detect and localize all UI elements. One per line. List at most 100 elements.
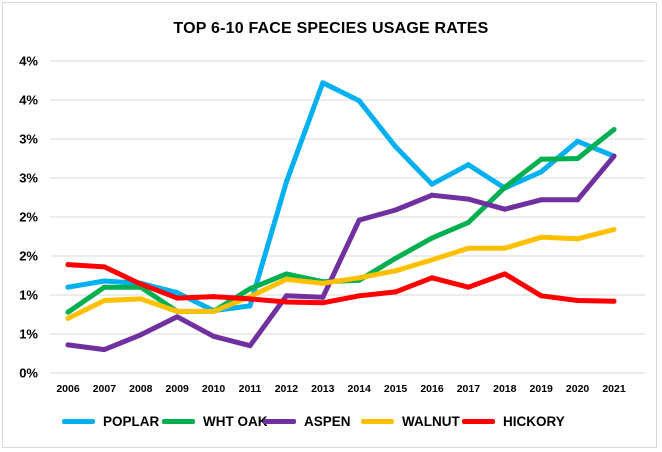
data-point — [429, 181, 435, 187]
x-tick-label: 2006 — [56, 383, 80, 395]
data-point — [611, 127, 617, 133]
legend-label: POPLAR — [103, 413, 160, 429]
chart-title: TOP 6-10 FACE SPECIES USAGE RATES — [173, 20, 489, 37]
series-line-walnut — [65, 227, 617, 321]
x-axis-ticks: 2006 2007 2008 2009 2010 2011 2012 2013 2014 2015… — [56, 383, 626, 395]
data-point — [575, 156, 581, 161]
data-point — [356, 275, 362, 281]
legend-swatch — [263, 418, 296, 424]
data-point — [356, 293, 362, 299]
data-point — [465, 162, 471, 168]
data-point — [174, 290, 180, 296]
data-point — [247, 296, 253, 302]
data-point — [174, 308, 180, 314]
data-point — [611, 153, 617, 159]
data-point — [283, 179, 289, 185]
legend-item: WHT OAK — [162, 411, 268, 431]
data-point — [465, 196, 471, 202]
legend-label: WALNUT — [402, 413, 460, 429]
data-point — [211, 294, 217, 300]
data-point — [393, 144, 399, 150]
data-point — [393, 207, 399, 213]
y-tick-label: 4% — [19, 54, 38, 69]
data-point — [283, 299, 289, 305]
y-tick-label: 3% — [19, 132, 38, 147]
data-point — [502, 245, 508, 251]
data-point — [101, 347, 107, 353]
data-point — [283, 293, 289, 299]
legend-label: WHT OAK — [203, 413, 268, 429]
x-tick-label: 2017 — [457, 383, 481, 395]
data-point — [101, 264, 107, 270]
x-tick-label: 2020 — [566, 383, 590, 395]
data-point — [429, 275, 435, 281]
data-point — [429, 257, 435, 263]
data-point — [138, 332, 144, 338]
y-tick-label: 1% — [19, 288, 38, 303]
y-tick-label: 2% — [19, 249, 38, 264]
chart-frame — [2, 2, 657, 448]
data-point — [101, 284, 107, 290]
data-point — [538, 234, 544, 240]
data-point — [283, 276, 289, 282]
data-point — [65, 315, 71, 321]
legend-item: POPLAR — [62, 411, 159, 431]
x-tick-label: 2021 — [602, 383, 626, 395]
x-tick-label: 2014 — [348, 383, 372, 395]
data-point — [211, 333, 217, 339]
data-point — [320, 294, 326, 300]
legend-item: WALNUT — [361, 411, 460, 431]
data-point — [393, 255, 399, 261]
data-point — [538, 293, 544, 299]
data-point — [538, 169, 544, 175]
y-tick-label: 2% — [19, 210, 38, 225]
data-point — [429, 235, 435, 241]
data-point — [138, 281, 144, 287]
legend-label: ASPEN — [304, 413, 351, 429]
data-point — [320, 80, 326, 86]
y-tick-label: 4% — [19, 93, 38, 108]
series-lines — [65, 80, 617, 353]
data-point — [247, 286, 253, 292]
data-point — [429, 192, 435, 198]
series-line-poplar — [65, 80, 617, 314]
data-point — [65, 309, 71, 315]
x-tick-label: 2013 — [311, 383, 335, 395]
legend-swatch — [462, 418, 495, 424]
y-tick-label: 1% — [19, 327, 38, 342]
data-point — [393, 268, 399, 274]
data-point — [356, 98, 362, 104]
legend-swatch — [162, 418, 195, 424]
data-point — [65, 284, 71, 290]
data-point — [174, 314, 180, 320]
x-tick-label: 2010 — [202, 383, 226, 395]
x-tick-label: 2019 — [530, 383, 554, 395]
data-point — [575, 197, 581, 203]
data-point — [174, 295, 180, 301]
data-point — [502, 271, 508, 277]
data-point — [575, 236, 581, 242]
data-point — [247, 343, 253, 349]
x-tick-label: 2007 — [93, 383, 117, 395]
legend-swatch — [361, 418, 394, 424]
y-tick-label: 3% — [19, 171, 38, 186]
data-point — [575, 297, 581, 303]
data-point — [138, 296, 144, 302]
data-point — [465, 219, 471, 225]
legend-item: HICKORY — [462, 411, 565, 431]
x-tick-label: 2015 — [384, 383, 408, 395]
data-point — [247, 303, 253, 309]
series-line-aspen — [65, 153, 617, 353]
data-point — [65, 262, 71, 268]
x-tick-label: 2008 — [129, 383, 153, 395]
x-tick-label: 2012 — [275, 383, 299, 395]
x-tick-label: 2018 — [493, 383, 517, 395]
x-tick-label: 2011 — [239, 383, 262, 395]
y-axis-ticks: 4% 4% 3% 3% 2% 2% 1% 1% 0% — [19, 54, 38, 381]
data-point — [65, 342, 71, 348]
y-tick-label: 0% — [19, 366, 38, 381]
x-tick-label: 2009 — [166, 383, 190, 395]
data-point — [538, 156, 544, 162]
data-point — [101, 278, 107, 284]
